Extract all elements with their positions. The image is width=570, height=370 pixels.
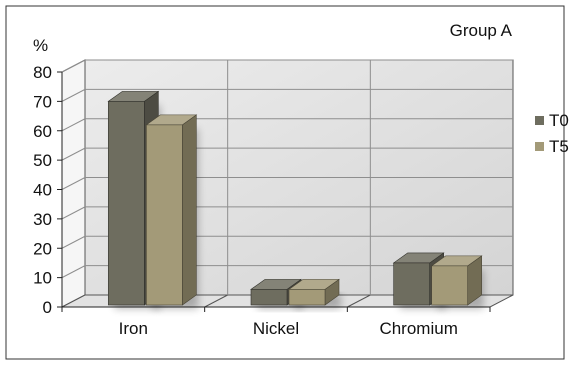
bar-t0-chromium	[393, 262, 430, 306]
bars-group	[107, 90, 484, 309]
legend-swatch-t0	[535, 116, 544, 125]
y-tick-label: 50	[33, 151, 52, 170]
y-tick-label: 10	[33, 269, 52, 288]
x-tick-label: Iron	[119, 319, 148, 338]
y-tick-label: 40	[33, 181, 52, 200]
y-gridline-side	[61, 235, 86, 249]
y-gridline-side	[61, 88, 86, 102]
y-gridline-side	[61, 147, 86, 161]
x-tick-label: Chromium	[379, 319, 457, 338]
bar-t0-nickel	[250, 289, 288, 306]
y-tick-label: 80	[33, 63, 52, 82]
bar-t5-iron	[146, 124, 183, 306]
legend-label-t0: T0	[549, 111, 569, 130]
bar-side-t5-iron	[182, 114, 197, 306]
x-gridline-floor	[347, 294, 371, 308]
legend-swatch-t5	[535, 142, 544, 151]
chart-title: Group A	[450, 21, 513, 40]
y-gridline-side	[61, 59, 86, 73]
y-axis-label: %	[33, 36, 48, 55]
y-gridline-side	[61, 265, 86, 279]
y-gridline-side	[61, 206, 86, 220]
bar-t5-chromium	[431, 265, 468, 306]
y-gridline-side	[61, 118, 86, 132]
x-gridline-floor	[204, 294, 228, 308]
y-gridline-side	[61, 177, 86, 190]
bar-t0-iron	[108, 101, 145, 306]
y-tick-label: 30	[33, 210, 52, 229]
legend-label-t5: T5	[549, 137, 569, 156]
x-tick-label: Nickel	[253, 319, 299, 338]
y-tick-label: 70	[33, 92, 52, 111]
y-tick-label: 60	[33, 122, 52, 141]
y-tick-label: 0	[43, 298, 52, 317]
bar-t5-nickel	[288, 289, 326, 306]
labels-group: 0 10 20 30 40 50 60 70 80 Iron Nickel Chromium	[33, 63, 458, 338]
y-tick-label: 20	[33, 239, 52, 258]
